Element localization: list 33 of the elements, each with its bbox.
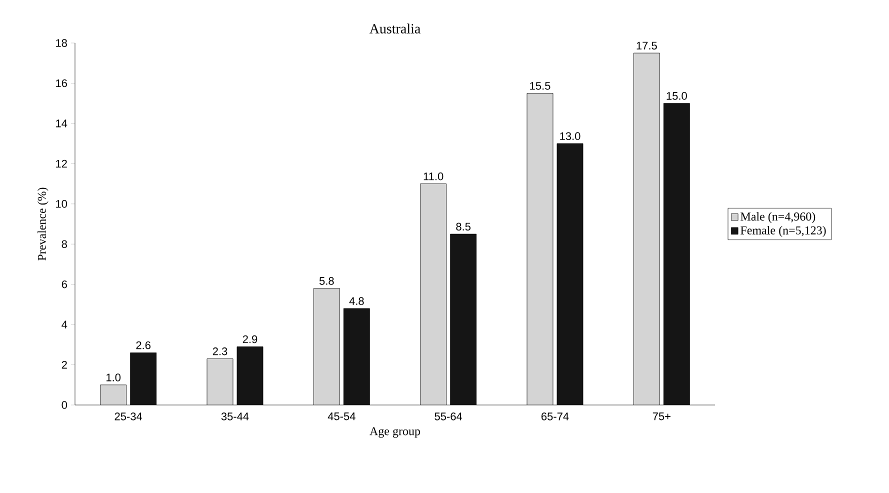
y-tick-label: 0 [62, 401, 68, 409]
x-tick-label: 45-54 [328, 412, 356, 420]
data-label: 15.5 [530, 82, 550, 90]
data-label: 2.3 [212, 347, 228, 356]
data-label: 17.5 [636, 42, 657, 50]
x-tick-label: 75+ [652, 412, 670, 420]
y-tick-label: 4 [62, 320, 68, 328]
data-label: 2.6 [136, 341, 150, 350]
data-label: 15.0 [666, 92, 687, 100]
data-label: 11.0 [424, 172, 444, 180]
y-tick-label: 10 [56, 200, 68, 208]
legend-label: Female (n=5,123) [740, 226, 826, 237]
y-tick-label: 12 [56, 160, 67, 168]
y-tick-label: 8 [62, 240, 67, 248]
data-label: 4.8 [349, 297, 364, 305]
chart-title: Australia [369, 24, 420, 34]
data-label: 8.5 [456, 222, 471, 231]
x-tick-label: 55-64 [434, 412, 462, 420]
y-tick-label: 16 [56, 79, 67, 88]
x-tick-label: 25-34 [114, 412, 142, 420]
data-label: 13.0 [560, 132, 580, 140]
x-tick-label: 35-44 [221, 412, 249, 420]
x-axis-title: Age group [370, 427, 420, 438]
y-tick-label: 2 [62, 360, 67, 369]
y-axis-title: Prevalence (%) [37, 188, 48, 260]
y-tick-label: 6 [62, 280, 67, 288]
data-label: 1.0 [106, 374, 121, 382]
legend-label: Male (n=4,960) [740, 212, 816, 224]
y-tick-label: 18 [56, 39, 67, 47]
x-tick-label: 65-74 [542, 412, 569, 420]
data-label: 2.9 [242, 335, 258, 344]
data-label: 5.8 [319, 277, 334, 285]
y-tick-label: 14 [56, 120, 68, 128]
